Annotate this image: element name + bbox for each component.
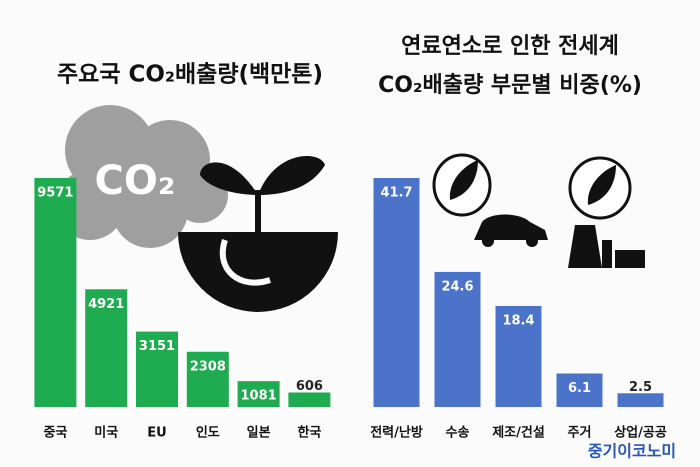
value-label: 41.7: [380, 186, 412, 201]
x-tick-label: 전력/난방: [370, 425, 423, 441]
bar: [237, 381, 280, 407]
bar: [617, 393, 664, 407]
car-icon: [432, 153, 548, 247]
x-tick-label: 일본: [247, 426, 271, 441]
x-tick-label: EU: [147, 426, 166, 441]
x-tick-label: 상업/공공: [614, 426, 667, 441]
x-tick-label: 한국: [297, 425, 321, 441]
chart-title: 연료연소로 인한 전세계: [401, 34, 619, 59]
value-label: 2.5: [629, 380, 652, 395]
value-label: 2308: [190, 359, 226, 374]
value-label: 18.4: [502, 313, 534, 328]
value-label: 3151: [139, 339, 175, 354]
watermark: 중기이코노미: [588, 442, 676, 461]
x-tick-label: 중국: [43, 426, 67, 441]
bar: [495, 305, 542, 407]
chart-title: 주요국 CO₂배출량(백만톤): [57, 62, 323, 88]
bar: [288, 392, 331, 407]
value-label: 4921: [88, 297, 124, 312]
x-tick-label: 인도: [196, 425, 220, 441]
value-label: 1081: [241, 389, 277, 404]
value-label: 6.1: [568, 381, 591, 396]
bar: [136, 331, 178, 407]
value-label: 24.6: [441, 279, 473, 294]
x-tick-label: 제조/건설: [492, 425, 545, 441]
bar: [34, 178, 77, 407]
cloud-label: CO₂: [95, 158, 176, 204]
x-tick-label: 주거: [568, 426, 592, 441]
bar: [434, 271, 481, 407]
x-tick-label: 수송: [446, 426, 470, 441]
chart-title: CO₂배출량 부문별 비중(%): [378, 73, 642, 98]
value-label: 606: [296, 379, 323, 394]
bar: [373, 178, 420, 407]
factory-icon: [568, 156, 645, 268]
x-tick-label: 미국: [94, 425, 118, 441]
bar: [186, 351, 229, 407]
value-label: 9571: [37, 186, 73, 201]
bar: [556, 373, 603, 407]
plant-icon: [178, 156, 338, 312]
bar: [85, 289, 128, 407]
co2-cloud: [55, 105, 228, 248]
